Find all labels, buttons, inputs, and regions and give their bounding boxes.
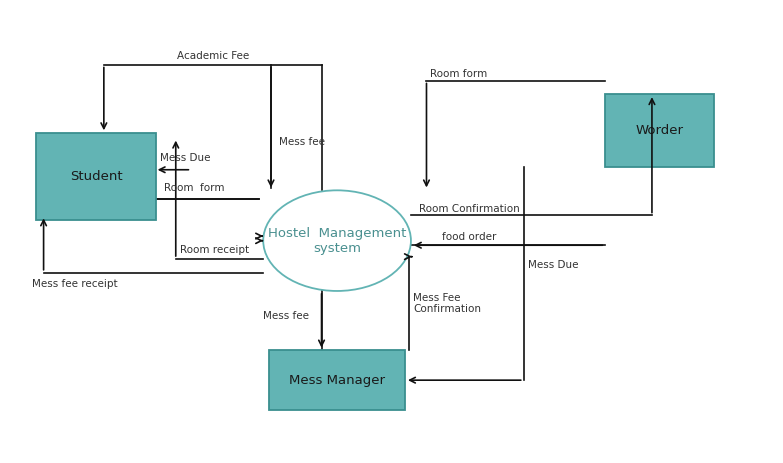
Text: food order: food order <box>442 232 496 242</box>
Text: Mess fee receipt: Mess fee receipt <box>32 279 117 289</box>
Text: Mess Due: Mess Due <box>161 153 211 163</box>
Text: Mess fee: Mess fee <box>263 311 309 321</box>
FancyBboxPatch shape <box>36 133 157 220</box>
Text: Hostel  Management
system: Hostel Management system <box>268 227 406 255</box>
Text: Room  form: Room form <box>164 183 225 193</box>
Text: Worder: Worder <box>636 125 684 138</box>
Text: Room receipt: Room receipt <box>179 245 249 255</box>
FancyBboxPatch shape <box>605 94 714 168</box>
Text: Mess Manager: Mess Manager <box>289 374 385 387</box>
FancyBboxPatch shape <box>269 350 405 410</box>
Text: Academic Fee: Academic Fee <box>176 51 249 61</box>
Ellipse shape <box>263 190 411 291</box>
Text: Room Confirmation: Room Confirmation <box>419 204 519 213</box>
Text: Mess fee: Mess fee <box>279 138 325 147</box>
Text: Room form: Room form <box>431 69 488 79</box>
Text: Mess Due: Mess Due <box>528 260 578 269</box>
Text: Student: Student <box>70 170 122 183</box>
Text: Mess Fee
Confirmation: Mess Fee Confirmation <box>413 293 481 314</box>
